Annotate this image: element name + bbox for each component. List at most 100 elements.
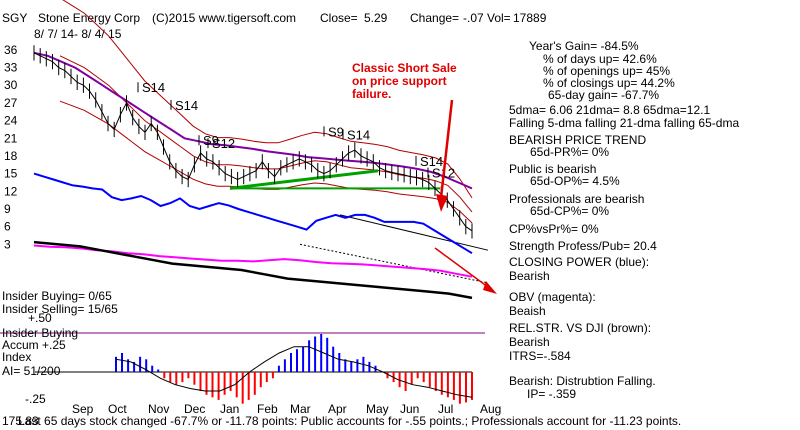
stat-openings-up: % of openings up= 45%: [543, 64, 670, 78]
x-tick-label: Jul: [438, 402, 453, 416]
accum-ma-line: [115, 346, 473, 398]
header-change-value: -.07: [463, 11, 484, 25]
annotation-line-2: on price support: [352, 74, 447, 88]
x-axis-ticks: Sep Oct Nov Dec Jan Feb Mar Apr May Jun Jul Aug: [72, 402, 501, 416]
annotation-line-3: failure.: [352, 87, 391, 101]
closing-power-trendline: [339, 214, 489, 251]
y-tick-label: 36: [4, 43, 18, 57]
upper-band-line: [62, 0, 473, 199]
insider-buying-ratio: Insider Buying= 0/65: [2, 289, 112, 303]
stat-closing-power-value: Bearish: [509, 269, 550, 283]
x-tick-label: Sep: [72, 402, 94, 416]
x-tick-label: Mar: [290, 402, 311, 416]
accum-plus-50: +.50: [28, 311, 52, 325]
stat-public-bearish: Public is bearish: [509, 162, 596, 176]
signal-label: S14: [175, 98, 198, 113]
header-copyright: (C)2015 www.tigersoft.com: [152, 11, 296, 25]
header-symbol: SGY: [2, 11, 27, 25]
closing-power-layer: [33, 172, 473, 255]
stat-dma: 5dma= 6.06 21dma= 8.8 65dma=12.1: [509, 103, 710, 117]
x-tick-label: Aug: [480, 402, 501, 416]
ai-value: AI= 51/200: [2, 364, 61, 378]
stat-obv-value: Beaish: [509, 304, 546, 318]
header-change-label: Change=: [410, 11, 459, 25]
y-tick-label: 24: [4, 114, 18, 128]
signal-label: S9: [203, 133, 219, 148]
stat-itrs: ITRS=-.584: [509, 349, 571, 363]
relative-strength-line: [33, 240, 473, 300]
trendline-layer: [299, 214, 489, 284]
y-tick-label: 15: [4, 167, 18, 181]
y-tick-label: 33: [4, 61, 18, 75]
footer-prefix: 175.83: [2, 414, 39, 428]
signal-label: S9: [328, 124, 344, 139]
stat-pros-bearish: Professionals are bearish: [509, 192, 644, 206]
stat-days-up: % of days up= 42.6%: [543, 52, 657, 66]
stat-ip: IP= -.359: [527, 387, 576, 401]
footer-summary: Last 65 days stock changed -67.7% or -11…: [18, 414, 681, 428]
signal-label: S14: [347, 127, 370, 142]
stat-op: 65d-OP%= 4.5%: [530, 174, 620, 188]
y-tick-label: 12: [4, 184, 18, 198]
price-layer: [33, 45, 473, 239]
ma-65-line: [33, 51, 473, 190]
x-tick-label: Nov: [148, 402, 169, 416]
stat-relstr: REL.STR. VS DJI (brown):: [509, 321, 651, 335]
y-tick-label: 18: [4, 149, 18, 163]
stat-pr: 65d-PR%= 0%: [530, 145, 609, 159]
x-tick-label: Feb: [257, 402, 278, 416]
y-tick-label: 6: [4, 220, 11, 234]
stats-panel: Year's Gain= -84.5% % of days up= 42.6% …: [509, 39, 739, 401]
closing-power-line: [33, 172, 473, 255]
signal-label: S14: [420, 154, 443, 169]
accum-plus-25: Accum +.25: [2, 338, 66, 352]
x-tick-label: Jan: [220, 402, 239, 416]
stat-closings-up: % of closings up= 44.2%: [543, 76, 675, 90]
accum-minus-25: -.25: [25, 392, 46, 406]
signal-layer: S14S14S9S12S9S14S14S12: [137, 80, 455, 181]
price-close-line: [33, 52, 473, 232]
stat-falling: Falling 5-dma falling 21-dma falling 65-…: [509, 116, 739, 130]
stat-65day-gain: 65-day gain= -67.7%: [548, 88, 659, 102]
insider-selling-ratio: Insider Selling= 15/65: [2, 302, 118, 316]
stat-bearish-trend: BEARISH PRICE TREND: [509, 133, 646, 147]
x-tick-label: Dec: [184, 402, 205, 416]
x-tick-label: Apr: [328, 402, 347, 416]
stat-strength: Strength Profess/Pub= 20.4: [509, 239, 657, 253]
stat-closing-power: CLOSING POWER (blue):: [509, 255, 649, 269]
header-vol-value: 17889: [513, 11, 547, 25]
x-tick-label: Jun: [400, 402, 419, 416]
support-line-layer: [229, 169, 440, 190]
accum-index-layer: [115, 334, 473, 404]
stat-obv: OBV (magenta):: [509, 290, 596, 304]
projection-arrow: [434, 247, 497, 294]
signal-label: S12: [212, 136, 235, 151]
y-tick-label: 3: [4, 237, 11, 251]
signal-label: S14: [142, 80, 165, 95]
ma-21-line: [59, 55, 473, 213]
y-tick-label: 27: [4, 96, 18, 110]
x-tick-label: Oct: [108, 402, 127, 416]
insider-buying-label: Insider Buying: [2, 326, 78, 340]
header-close-label: Close=: [320, 11, 358, 25]
header-date-range: 8/ 7/ 14- 8/ 4/ 15: [34, 27, 122, 41]
stat-relstr-value: Bearish: [509, 335, 550, 349]
stat-years-gain: Year's Gain= -84.5%: [529, 39, 639, 53]
price-support-line: [229, 169, 379, 190]
annotation-arrow: [436, 99, 454, 212]
y-tick-label: 21: [4, 131, 18, 145]
y-axis-ticks: 36 33 30 27 24 21 18 15 12 9 6 3: [4, 43, 18, 251]
annotation-line-1: Classic Short Sale: [352, 61, 457, 75]
stat-cpvspr: CP%vsPr%= 0%: [509, 222, 599, 236]
header-close-value: 5.29: [364, 11, 388, 25]
y-tick-label: 9: [4, 202, 11, 216]
lower-band-line: [59, 100, 473, 224]
stat-distribution: Bearish: Distrubtion Falling.: [509, 374, 656, 388]
header-vol-label: Vol=: [487, 11, 511, 25]
accum-index-label: Index: [2, 350, 31, 364]
x-tick-label: May: [366, 402, 389, 416]
y-tick-label: 30: [4, 78, 18, 92]
stat-cp: 65d-CP%= 0%: [530, 204, 609, 218]
